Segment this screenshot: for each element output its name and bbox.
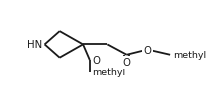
Text: methyl: methyl bbox=[173, 51, 206, 60]
Text: HN: HN bbox=[27, 40, 43, 50]
Text: O: O bbox=[143, 46, 152, 56]
Text: methyl: methyl bbox=[92, 68, 125, 77]
Text: O: O bbox=[123, 58, 131, 68]
Text: O: O bbox=[92, 56, 100, 66]
